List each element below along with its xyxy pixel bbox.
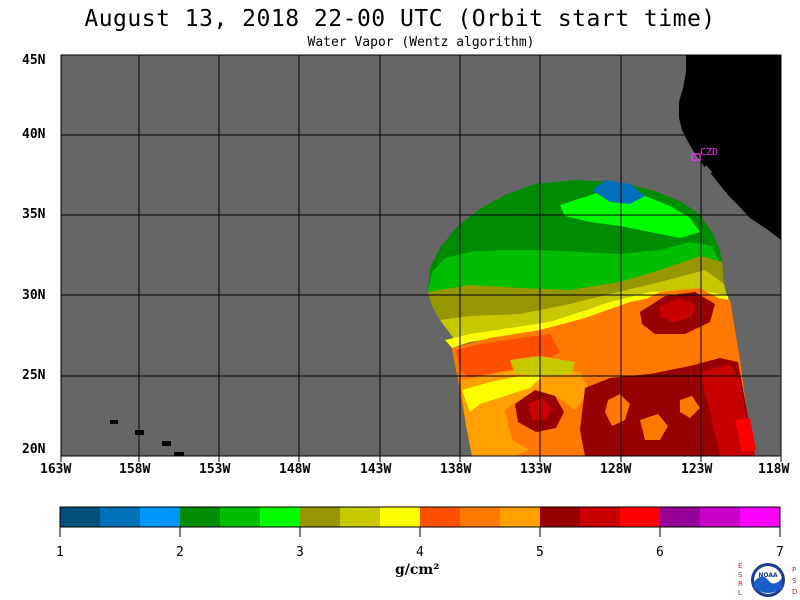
- lon-label-133w: 133W: [520, 462, 552, 477]
- colorbar-bin: [260, 507, 301, 527]
- psd-letter: P: [792, 566, 796, 574]
- lon-label-148w: 148W: [279, 462, 311, 477]
- colorbar-tick-7: 7: [776, 545, 784, 560]
- psd-letter: D: [792, 588, 797, 596]
- esrl-letter: S: [738, 571, 743, 579]
- lat-label-35n: 35N: [22, 207, 46, 222]
- colorbar-bin: [180, 507, 221, 527]
- colorbar-bin: [580, 507, 621, 527]
- hawaii-island: [162, 441, 171, 446]
- page-subtitle: Water Vapor (Wentz algorithm): [307, 35, 535, 50]
- lon-label-163w: 163W: [40, 462, 72, 477]
- lat-label-30n: 30N: [22, 288, 46, 303]
- grid-lines: [61, 55, 781, 456]
- colorbar-bin: [660, 507, 701, 527]
- esrl-letter: R: [738, 580, 743, 588]
- lon-label-128w: 128W: [600, 462, 632, 477]
- noaa-logo: E S R L P S D NOAA: [738, 562, 797, 597]
- esrl-letter: E: [738, 562, 742, 570]
- lon-label-118w: 118W: [758, 462, 790, 477]
- lon-label-138w: 138W: [440, 462, 472, 477]
- lon-label-123w: 123W: [681, 462, 713, 477]
- colorbar-bin: [140, 507, 181, 527]
- colorbar-bin: [300, 507, 341, 527]
- lat-label-45n: 45N: [22, 53, 46, 68]
- colorbar-tick-5: 5: [536, 545, 544, 560]
- swath-yellow-green: [440, 270, 728, 340]
- colorbar-units: g/cm²: [395, 562, 440, 578]
- colorbar-tick-3: 3: [296, 545, 304, 560]
- colorbar-bin: [620, 507, 661, 527]
- psd-letter: S: [792, 577, 797, 585]
- map-frame: [60, 54, 782, 457]
- north-america-land: [679, 55, 781, 240]
- lat-label-40n: 40N: [22, 127, 46, 142]
- swath-olive: [428, 256, 724, 320]
- swath-blue: [592, 180, 645, 204]
- esrl-letters: E S R L: [738, 562, 743, 597]
- hawaii-island: [174, 452, 184, 456]
- lon-label-143w: 143W: [360, 462, 392, 477]
- lon-label-153w: 153W: [199, 462, 231, 477]
- station-label: CZD: [700, 147, 718, 158]
- colorbar-tick-1: 1: [56, 545, 64, 560]
- station-marker: [691, 153, 701, 161]
- colorbar-bin: [60, 507, 101, 527]
- emblem-text: NOAA: [758, 572, 778, 579]
- lat-label-25n: 25N: [22, 368, 46, 383]
- colorbar-bin: [380, 507, 421, 527]
- page-title: August 13, 2018 22-00 UTC (Orbit start t…: [84, 6, 716, 32]
- colorbar-tick-6: 6: [656, 545, 664, 560]
- colorbar-bin: [220, 507, 261, 527]
- colorbar-tick-2: 2: [176, 545, 184, 560]
- colorbar-bin: [740, 507, 781, 527]
- colorbar-tick-4: 4: [416, 545, 424, 560]
- colorbar-bin: [340, 507, 381, 527]
- psd-letters: P S D: [792, 566, 797, 596]
- colorbar-bin: [100, 507, 141, 527]
- lon-label-158w: 158W: [119, 462, 151, 477]
- colorbar-bin: [420, 507, 461, 527]
- esrl-letter: L: [738, 589, 742, 597]
- swath-red-orange: [456, 334, 560, 378]
- colorbar: [60, 507, 781, 527]
- colorbar-bin: [540, 507, 581, 527]
- colorbar-bin: [500, 507, 541, 527]
- colorbar-bin: [460, 507, 501, 527]
- colorbar-bin: [700, 507, 741, 527]
- hawaii-island: [110, 420, 118, 424]
- lat-label-20n: 20N: [22, 442, 46, 457]
